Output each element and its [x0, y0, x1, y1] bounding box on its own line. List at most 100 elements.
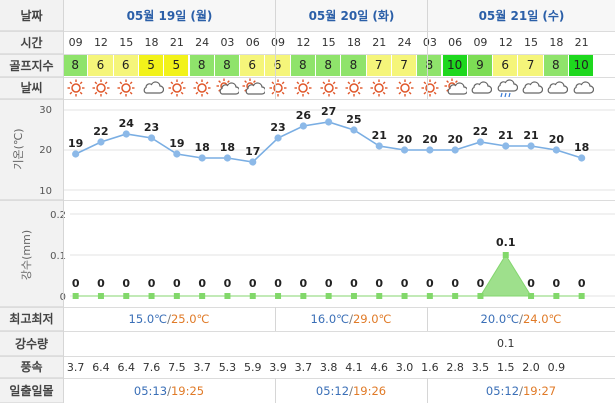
time-cell: 03	[422, 36, 437, 49]
column-divider	[427, 307, 428, 331]
temp-tick-30: 30	[39, 105, 52, 116]
golf-index-cell: 5	[138, 54, 165, 76]
wind-cell: 6.4	[117, 360, 135, 374]
rain-data-label: 0	[375, 277, 383, 290]
wind-cell: 4.6	[370, 360, 388, 374]
sun-day2: 05:12/19:26	[315, 383, 387, 398]
rain-point	[325, 293, 332, 299]
wind-cell: 1.5	[496, 360, 515, 374]
max-temp: 24.0℃	[522, 312, 562, 326]
rain-data-label: 0	[477, 277, 485, 290]
sunrise-time: 05:12	[315, 383, 350, 398]
rain-data-label: 0	[553, 277, 561, 290]
temp-point	[274, 134, 282, 142]
wind-cell: 0.9	[547, 360, 566, 374]
time-cell: 18	[144, 36, 159, 49]
temp-point	[97, 138, 105, 146]
row-divider	[0, 356, 615, 357]
sun-cloud-icon	[444, 78, 468, 95]
rain-data-label: 0	[198, 277, 206, 290]
row-divider	[0, 307, 615, 308]
time-cell: 18	[346, 36, 361, 49]
row-divider	[0, 54, 615, 55]
rain-point	[426, 293, 433, 299]
rain-tick-0.1: 0.1	[50, 251, 66, 262]
rain-data-label: 0	[325, 277, 333, 290]
temp-data-label: 20	[397, 133, 413, 146]
golf-index-cell: 6	[240, 54, 266, 76]
temp-data-label: 22	[473, 125, 488, 138]
date-day2: 05월 20일 (화)	[275, 0, 427, 31]
column-divider	[275, 0, 276, 99]
temp-data-label: 18	[194, 141, 209, 154]
wind-cell: 1.6	[421, 360, 439, 374]
temp-point	[299, 122, 307, 130]
time-cell: 24	[397, 36, 412, 49]
temp-point	[198, 154, 206, 162]
time-label: 시간	[0, 31, 63, 54]
temp-data-label: 22	[93, 125, 108, 138]
time-cell: 06	[245, 36, 260, 49]
rain-point	[173, 293, 180, 299]
temp-point	[426, 146, 434, 154]
rain-cloud-icon	[497, 79, 518, 98]
golf-index-cell: 10	[569, 54, 595, 76]
time-cell: 06	[448, 36, 463, 49]
golf-index-cell: 8	[543, 54, 569, 76]
minmax-day2: 16.0℃/29.0℃	[310, 312, 392, 326]
sun-icon	[320, 79, 338, 97]
sunset-time: 19:26	[352, 383, 387, 398]
rain-label: 강수량	[0, 331, 63, 356]
wind-cell: 5.3	[218, 360, 237, 374]
min-temp: 16.0℃	[310, 312, 350, 326]
temp-point	[72, 150, 80, 158]
row-divider	[0, 31, 615, 32]
rain-point	[275, 293, 282, 299]
temp-point	[147, 134, 156, 142]
golf-index-cell: 5	[164, 54, 190, 76]
time-cell: 15	[321, 36, 336, 49]
date-day3: 05월 21일 (수)	[427, 0, 615, 31]
rain-point	[553, 293, 560, 299]
wind-cell: 3.7	[193, 360, 211, 374]
cloud-icon	[548, 81, 569, 94]
golf-index-cell: 8	[214, 54, 241, 76]
temp-data-label: 25	[346, 113, 361, 126]
rain-point	[123, 293, 130, 299]
rain-point	[224, 293, 231, 299]
temp-point	[578, 154, 586, 162]
time-cell: 18	[549, 36, 564, 49]
wind-cell: 2.8	[446, 360, 464, 374]
temp-point	[223, 154, 232, 162]
time-cell: 21	[372, 36, 387, 49]
wind-cell: 5.9	[243, 360, 262, 374]
time-cell: 09	[473, 36, 488, 49]
golf-index-cell: 9	[467, 54, 494, 76]
rain-point	[148, 293, 155, 299]
wind-cell: 3.9	[269, 360, 287, 374]
rain-axis-title: 강수(mm)	[20, 230, 33, 280]
temperature-chart: 기온(℃) 30 20 10 19 22 24 23 19 18 18 17 23 26 27 25 2…	[12, 105, 615, 197]
temp-data-label: 21	[372, 129, 387, 142]
column-divider	[63, 0, 64, 403]
wind-cell: 2.0	[522, 360, 540, 374]
weather-label: 날씨	[0, 77, 63, 99]
temp-point	[375, 142, 383, 150]
cloud-icon	[472, 81, 493, 94]
column-divider	[427, 0, 428, 99]
rain-point	[477, 293, 484, 299]
temp-axis-title: 기온(℃)	[12, 128, 25, 169]
sunset-time: 19:25	[170, 383, 205, 398]
sun-icon	[421, 79, 439, 97]
temp-point	[400, 146, 409, 154]
rain-data-label: 0	[224, 277, 232, 290]
wind-cell: 3.0	[395, 360, 414, 374]
wind-cell: 7.5	[168, 360, 186, 374]
rain-data-label: 0	[578, 277, 586, 290]
time-cell: 03	[220, 36, 235, 49]
row-divider	[0, 331, 615, 332]
rain-point	[401, 293, 408, 299]
golf-index-cell: 8	[341, 54, 367, 76]
minmax-day1: 15.0℃/25.0℃	[128, 312, 210, 326]
